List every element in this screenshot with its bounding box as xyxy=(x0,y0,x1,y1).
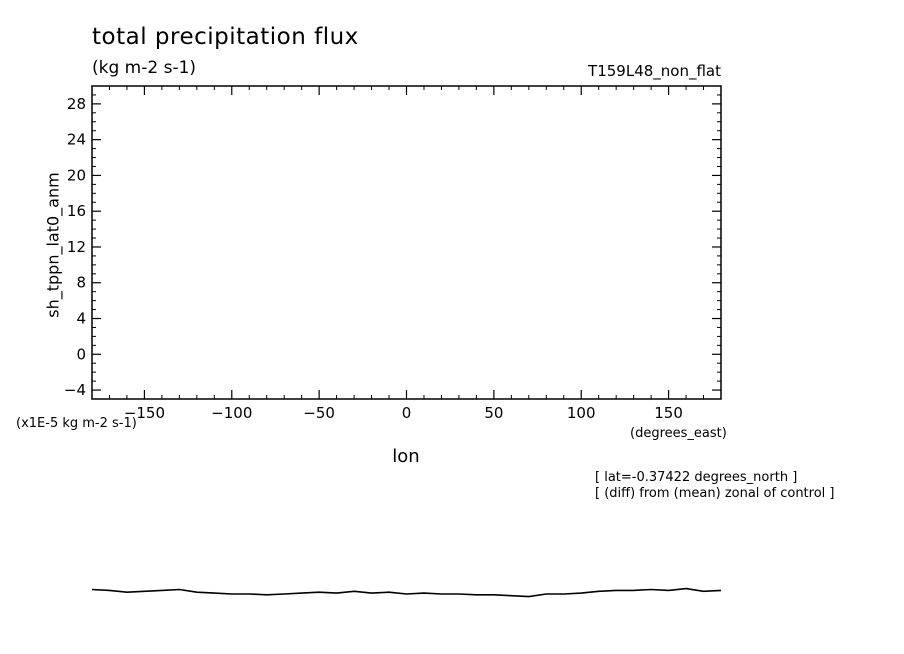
x-axis-units: (degrees_east) xyxy=(630,426,727,441)
chart-title: total precipitation flux xyxy=(92,24,359,50)
y-tick-label: −4 xyxy=(64,381,86,399)
y-tick-label: 24 xyxy=(67,131,86,149)
y-tick-label: 28 xyxy=(67,95,86,113)
x-tick-label: −100 xyxy=(211,404,252,422)
annotation-diff: [ (diff) from (mean) zonal of control ] xyxy=(595,486,835,501)
y-tick-label: 12 xyxy=(67,238,86,256)
y-tick-label: 20 xyxy=(67,166,86,184)
x-axis-label: lon xyxy=(392,446,420,467)
y-tick-label: 0 xyxy=(76,345,86,363)
annotation-latitude: [ lat=-0.37422 degrees_north ] xyxy=(595,470,798,485)
y-scale-label: (x1E-5 kg m-2 s-1) xyxy=(16,416,137,431)
y-tick-label: 4 xyxy=(76,310,86,328)
experiment-label: T159L48_non_flat xyxy=(588,62,721,80)
x-tick-label: −150 xyxy=(124,404,165,422)
plot-frame xyxy=(91,85,722,400)
x-tick-label: 50 xyxy=(484,404,503,422)
x-tick-label: 150 xyxy=(654,404,683,422)
series-line-0 xyxy=(91,587,722,598)
x-tick-label: 100 xyxy=(567,404,596,422)
axis-ticks xyxy=(91,85,722,399)
tick-labels: −150 −100 −50 0 50 100 150 −4 0 4 8 12 16 20 24 28 xyxy=(64,95,683,422)
y-tick-label: 16 xyxy=(67,202,86,220)
x-tick-label: 0 xyxy=(402,404,412,422)
series-lines xyxy=(91,587,722,598)
x-tick-label: −50 xyxy=(303,404,335,422)
chart-units: (kg m-2 s-1) xyxy=(92,58,197,78)
y-tick-label: 8 xyxy=(76,274,86,292)
